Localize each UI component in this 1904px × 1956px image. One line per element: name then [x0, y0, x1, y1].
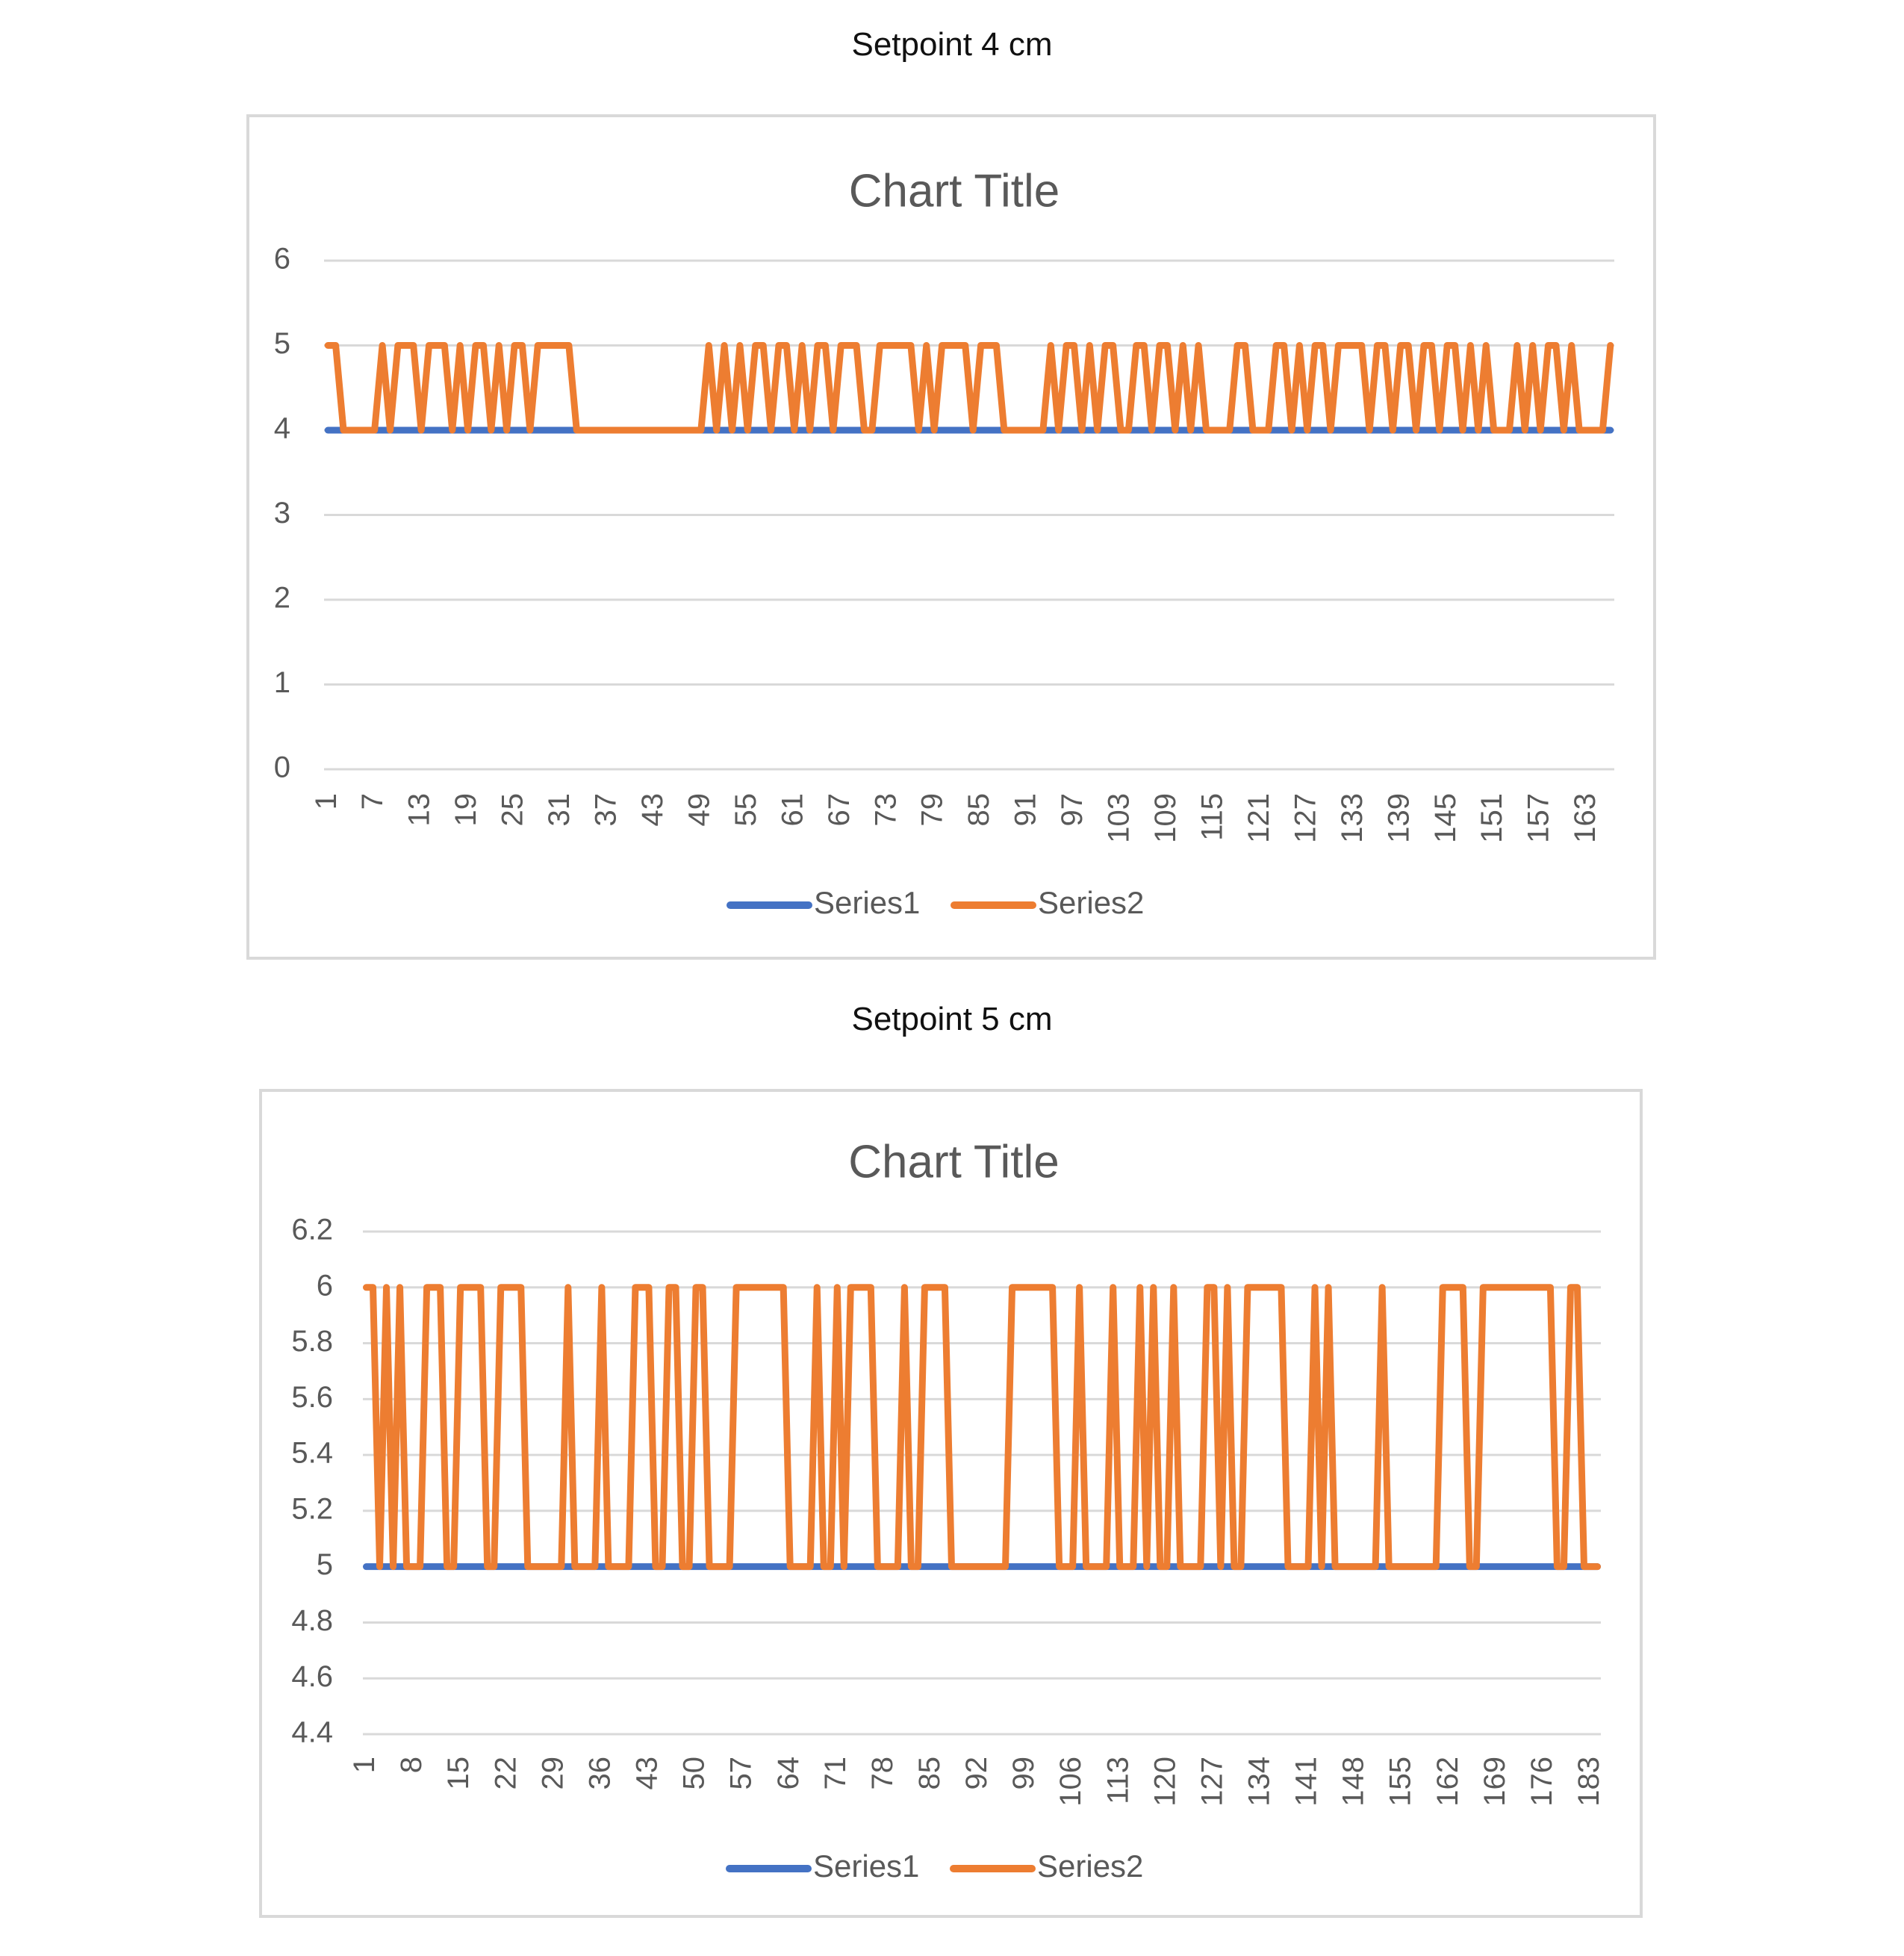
x-tick-label: 36 [583, 1757, 616, 1790]
x-tick-label: 85 [913, 1757, 946, 1790]
x-tick-label: 61 [776, 793, 809, 827]
x-tick-label: 134 [1243, 1757, 1276, 1807]
x-tick-label: 64 [772, 1757, 805, 1790]
legend-label: Series1 [814, 885, 920, 920]
y-tick-label: 4.8 [291, 1604, 333, 1637]
chart-caption-setpoint-5: Setpoint 5 cm [851, 1001, 1053, 1037]
chart-title: Chart Title [849, 165, 1060, 217]
x-tick-label: 8 [395, 1757, 428, 1773]
x-tick-label: 176 [1525, 1757, 1558, 1807]
x-tick-label: 29 [536, 1757, 569, 1790]
x-tick-label: 67 [823, 793, 856, 827]
y-tick-label: 6.2 [291, 1214, 333, 1246]
x-tick-label: 31 [543, 793, 576, 827]
x-tick-label: 43 [631, 1757, 664, 1790]
x-tick-label: 13 [403, 793, 436, 827]
chart-setpoint-5: Chart Title 4.4 4.6 4.8 5 5.2 5.4 5.6 5.8 6 6.2 1 8 1… [259, 1089, 1643, 1918]
x-tick-label: 22 [489, 1757, 522, 1790]
y-tick-label: 0 [274, 751, 290, 784]
y-tick-label: 5.8 [291, 1325, 333, 1358]
y-tick-label: 6 [317, 1269, 333, 1302]
x-tick-label: 109 [1149, 793, 1182, 843]
x-tick-label: 49 [682, 793, 715, 827]
x-tick-label: 157 [1522, 793, 1555, 843]
x-tick-label: 183 [1572, 1757, 1605, 1807]
x-tick-label: 133 [1336, 793, 1369, 843]
x-tick-label: 145 [1429, 793, 1462, 843]
x-tick-label: 92 [960, 1757, 993, 1790]
y-tick-label: 2 [274, 582, 290, 615]
y-tick-label: 5.2 [291, 1492, 333, 1525]
x-tick-label: 79 [916, 793, 949, 827]
x-tick-label: 127 [1195, 1757, 1228, 1807]
x-tick-label: 50 [678, 1757, 711, 1790]
legend-label: Series1 [813, 1848, 919, 1884]
x-tick-label: 15 [442, 1757, 475, 1790]
x-tick-label: 55 [729, 793, 762, 827]
x-tick-label: 113 [1101, 1757, 1134, 1804]
x-tick-label: 73 [869, 793, 902, 827]
x-tick-label: 120 [1148, 1757, 1181, 1807]
x-tick-label: 37 [590, 793, 623, 827]
x-tick-label: 85 [962, 793, 995, 827]
x-tick-label: 97 [1056, 793, 1089, 827]
x-tick-label: 162 [1431, 1757, 1464, 1807]
x-tick-label: 115 [1195, 793, 1228, 841]
chart-caption-setpoint-4: Setpoint 4 cm [851, 26, 1053, 63]
y-tick-label: 5.4 [291, 1437, 333, 1470]
x-tick-label: 139 [1382, 793, 1415, 843]
x-tick-label: 103 [1103, 793, 1136, 843]
chart-setpoint-4: Chart Title 0 1 2 3 4 5 6 1 7 13 19 25 31 37 43 49 55 61 67… [246, 114, 1656, 960]
x-tick-label: 127 [1289, 793, 1322, 843]
x-tick-label: 43 [636, 793, 669, 827]
y-tick-label: 6 [274, 243, 290, 276]
x-tick-label: 71 [819, 1757, 852, 1790]
x-tick-label: 1 [348, 1757, 381, 1773]
x-tick-label: 151 [1475, 793, 1508, 843]
y-tick-label: 1 [274, 666, 290, 699]
x-tick-label: 163 [1569, 793, 1602, 843]
x-tick-label: 57 [725, 1757, 758, 1790]
x-tick-label: 106 [1054, 1757, 1087, 1807]
x-tick-label: 148 [1337, 1757, 1370, 1807]
x-tick-label: 19 [449, 793, 482, 827]
y-tick-label: 4 [274, 412, 290, 445]
x-tick-label: 121 [1242, 793, 1275, 843]
x-tick-label: 141 [1290, 1757, 1323, 1807]
y-tick-label: 3 [274, 497, 290, 530]
x-tick-label: 25 [497, 793, 529, 827]
y-tick-label: 4.6 [291, 1660, 333, 1693]
x-tick-label: 1 [310, 793, 343, 810]
x-tick-label: 99 [1007, 1757, 1040, 1790]
x-tick-label: 155 [1384, 1757, 1417, 1807]
series-line-2 [324, 342, 1614, 434]
x-tick-label: 78 [866, 1757, 899, 1790]
y-tick-label: 5.6 [291, 1381, 333, 1414]
x-tick-label: 169 [1478, 1757, 1511, 1807]
legend-label: Series2 [1037, 1848, 1143, 1884]
x-tick-label: 91 [1009, 793, 1042, 827]
y-tick-label: 5 [317, 1548, 333, 1581]
y-tick-label: 4.4 [291, 1716, 333, 1749]
x-tick-label: 7 [356, 793, 389, 810]
legend-label: Series2 [1038, 885, 1144, 920]
y-tick-label: 5 [274, 327, 290, 360]
series-line-2 [363, 1284, 1601, 1571]
chart-title: Chart Title [848, 1136, 1060, 1187]
